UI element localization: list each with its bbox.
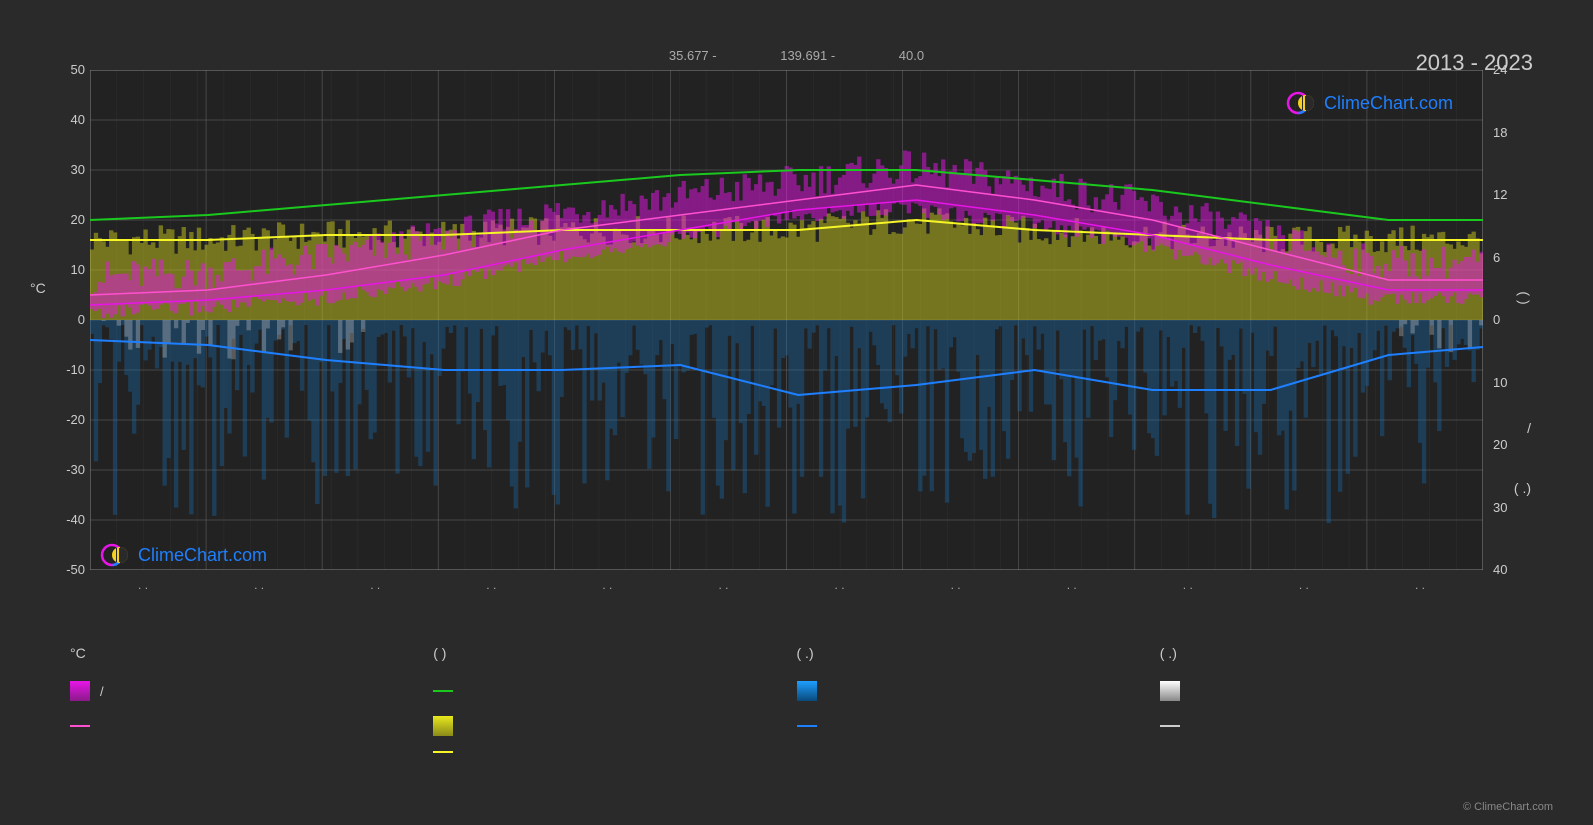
legend-item (797, 681, 1160, 701)
legend-item (433, 716, 796, 736)
legend-item: / (70, 681, 433, 701)
y-right-tick-top: 12 (1493, 187, 1507, 202)
legend: °C ( ) ( .) ( .) / (70, 645, 1523, 795)
legend-header-precip: ( .) (797, 645, 1160, 661)
right-axis-label-mid: / (1527, 420, 1531, 436)
right-axis-label-bot: ( .) (1514, 480, 1531, 496)
y-left-tick: -10 (50, 362, 85, 377)
climate-chart (90, 70, 1483, 570)
y-left-tick: -30 (50, 462, 85, 477)
logo-top: ClimeChart.com (1286, 88, 1453, 118)
x-tick: . . (835, 578, 845, 592)
legend-swatch (797, 725, 817, 727)
x-tick: . . (1183, 578, 1193, 592)
header-coords: 35.677 - 139.691 - 40.0 (0, 48, 1593, 63)
y-left-tick: -40 (50, 512, 85, 527)
x-tick: . . (254, 578, 264, 592)
legend-label: / (100, 684, 104, 699)
legend-header-snow: ( .) (1160, 645, 1523, 661)
legend-swatch (433, 751, 453, 753)
x-tick: . . (718, 578, 728, 592)
latitude: 35.677 - (669, 48, 717, 63)
logo-icon (100, 540, 130, 570)
longitude: 139.691 - (780, 48, 835, 63)
y-left-tick: 10 (50, 262, 85, 277)
y-right-tick-top: 24 (1493, 62, 1507, 77)
logo-bottom: ClimeChart.com (100, 540, 267, 570)
legend-header-temp: °C (70, 645, 433, 661)
x-tick: . . (370, 578, 380, 592)
legend-item (70, 716, 433, 736)
x-tick: . . (951, 578, 961, 592)
legend-item (70, 751, 433, 753)
right-axis-label-top: ( ) (1516, 291, 1532, 304)
x-tick: . . (1415, 578, 1425, 592)
legend-item (1160, 681, 1523, 701)
y-right-tick-bot: 20 (1493, 437, 1507, 452)
copyright: © ClimeChart.com (1463, 801, 1553, 813)
y-axis-left-label: °C (30, 280, 46, 296)
legend-item (1160, 716, 1523, 736)
y-left-tick: -50 (50, 562, 85, 577)
legend-item (797, 716, 1160, 736)
logo-text: ClimeChart.com (1324, 93, 1453, 114)
x-tick: . . (486, 578, 496, 592)
x-tick: . . (602, 578, 612, 592)
legend-item (433, 751, 796, 753)
y-left-tick: -20 (50, 412, 85, 427)
y-left-tick: 40 (50, 112, 85, 127)
y-left-tick: 30 (50, 162, 85, 177)
legend-item (797, 751, 1160, 753)
legend-swatch (1160, 725, 1180, 727)
y-right-tick-top: 0 (1493, 312, 1500, 327)
legend-swatch (70, 725, 90, 727)
altitude: 40.0 (899, 48, 924, 63)
logo-text: ClimeChart.com (138, 545, 267, 566)
y-right-tick-bot: 10 (1493, 375, 1507, 390)
y-left-tick: 50 (50, 62, 85, 77)
x-tick: . . (1067, 578, 1077, 592)
y-right-tick-bot: 30 (1493, 500, 1507, 515)
legend-swatch (433, 716, 453, 736)
legend-swatch (1160, 681, 1180, 701)
legend-item (1160, 751, 1523, 753)
logo-icon (1286, 88, 1316, 118)
x-tick: . . (138, 578, 148, 592)
legend-swatch (70, 681, 90, 701)
y-right-tick-top: 6 (1493, 250, 1500, 265)
legend-swatch (797, 681, 817, 701)
legend-item (433, 681, 796, 701)
y-left-tick: 0 (50, 312, 85, 327)
x-tick: . . (1299, 578, 1309, 592)
y-left-tick: 20 (50, 212, 85, 227)
legend-swatch (433, 690, 453, 692)
y-right-tick-top: 18 (1493, 125, 1507, 140)
y-right-tick-bot: 40 (1493, 562, 1507, 577)
legend-header-sun: ( ) (433, 645, 796, 661)
